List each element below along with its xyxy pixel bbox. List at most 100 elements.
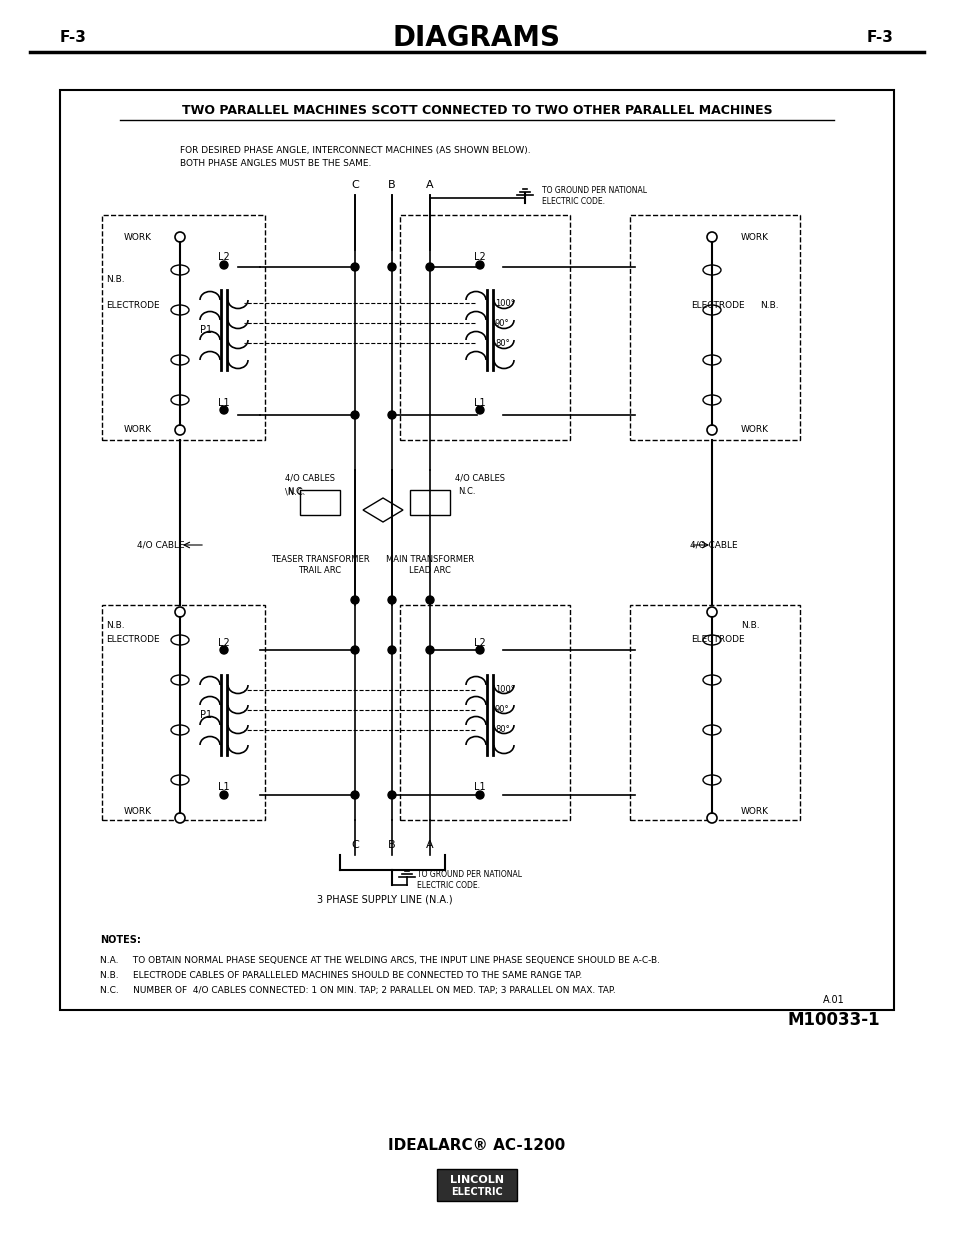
Ellipse shape — [171, 305, 189, 315]
Text: N.A.     TO OBTAIN NORMAL PHASE SEQUENCE AT THE WELDING ARCS, THE INPUT LINE PHA: N.A. TO OBTAIN NORMAL PHASE SEQUENCE AT … — [100, 956, 659, 965]
Text: A: A — [426, 840, 434, 850]
Text: TO GROUND PER NATIONAL
ELECTRIC CODE.: TO GROUND PER NATIONAL ELECTRIC CODE. — [541, 185, 646, 206]
Text: DIAGRAMS: DIAGRAMS — [393, 23, 560, 52]
Text: L2: L2 — [474, 638, 485, 648]
Text: IDEALARC® AC-1200: IDEALARC® AC-1200 — [388, 1137, 565, 1152]
Text: TWO PARALLEL MACHINES SCOTT CONNECTED TO TWO OTHER PARALLEL MACHINES: TWO PARALLEL MACHINES SCOTT CONNECTED TO… — [181, 104, 772, 116]
Circle shape — [174, 813, 185, 823]
Ellipse shape — [171, 776, 189, 785]
Text: L2: L2 — [218, 252, 230, 262]
Ellipse shape — [171, 676, 189, 685]
Text: TO GROUND PER NATIONAL
ELECTRIC CODE.: TO GROUND PER NATIONAL ELECTRIC CODE. — [417, 869, 522, 890]
Text: P1: P1 — [200, 710, 212, 720]
Text: F-3: F-3 — [60, 31, 87, 46]
Circle shape — [476, 406, 483, 414]
Ellipse shape — [702, 266, 720, 275]
Text: 4/O CABLE: 4/O CABLE — [137, 541, 185, 550]
Text: WORK: WORK — [740, 808, 768, 816]
Ellipse shape — [702, 395, 720, 405]
Text: A.01: A.01 — [822, 995, 844, 1005]
Text: 100°: 100° — [495, 299, 515, 308]
Bar — [102, 215, 265, 440]
Text: WORK: WORK — [124, 232, 152, 242]
Circle shape — [174, 232, 185, 242]
Text: MAIN TRANSFORMER
LEAD ARC: MAIN TRANSFORMER LEAD ARC — [386, 555, 474, 576]
Bar — [399, 605, 569, 820]
Text: C: C — [351, 840, 358, 850]
Circle shape — [426, 646, 434, 655]
Text: WORK: WORK — [124, 426, 152, 435]
Text: FOR DESIRED PHASE ANGLE, INTERCONNECT MACHINES (AS SHOWN BELOW).: FOR DESIRED PHASE ANGLE, INTERCONNECT MA… — [180, 146, 530, 154]
Text: L1: L1 — [218, 782, 230, 792]
Text: WORK: WORK — [740, 426, 768, 435]
Circle shape — [388, 263, 395, 270]
Text: N.B.: N.B. — [740, 620, 760, 630]
Circle shape — [706, 425, 717, 435]
Bar — [399, 215, 569, 440]
Text: 4/O CABLES: 4/O CABLES — [285, 473, 335, 483]
Circle shape — [476, 261, 483, 269]
Text: N.B.: N.B. — [106, 620, 125, 630]
Ellipse shape — [171, 635, 189, 645]
Text: NOTES:: NOTES: — [100, 935, 141, 945]
Circle shape — [388, 411, 395, 419]
Text: 80°: 80° — [495, 725, 509, 735]
Text: L1: L1 — [474, 782, 485, 792]
Circle shape — [220, 261, 228, 269]
Bar — [410, 490, 450, 515]
Circle shape — [426, 263, 434, 270]
Text: \N.C.: \N.C. — [285, 488, 305, 496]
Circle shape — [706, 606, 717, 618]
Ellipse shape — [702, 635, 720, 645]
Bar — [102, 605, 265, 820]
Text: L2: L2 — [218, 638, 230, 648]
Text: WORK: WORK — [124, 808, 152, 816]
Ellipse shape — [702, 776, 720, 785]
Circle shape — [351, 597, 358, 604]
Text: M10033-1: M10033-1 — [786, 1011, 879, 1029]
Circle shape — [388, 597, 395, 604]
Circle shape — [174, 425, 185, 435]
Text: N.B.: N.B. — [106, 275, 125, 284]
Text: 100°: 100° — [495, 685, 515, 694]
Text: 80°: 80° — [495, 338, 509, 347]
Text: LINCOLN: LINCOLN — [450, 1174, 503, 1186]
Circle shape — [388, 790, 395, 799]
Circle shape — [220, 406, 228, 414]
Circle shape — [351, 646, 358, 655]
Circle shape — [476, 646, 483, 655]
Text: N.B.: N.B. — [760, 300, 778, 310]
Text: ELECTRIC: ELECTRIC — [451, 1187, 502, 1197]
Bar — [60, 90, 893, 1010]
Ellipse shape — [171, 266, 189, 275]
Circle shape — [706, 813, 717, 823]
Text: 4/O CABLES: 4/O CABLES — [455, 473, 504, 483]
Polygon shape — [363, 498, 402, 522]
Ellipse shape — [702, 725, 720, 735]
Bar — [299, 490, 339, 515]
Text: 90°: 90° — [495, 705, 509, 715]
Bar — [629, 215, 800, 440]
Ellipse shape — [702, 305, 720, 315]
Circle shape — [220, 790, 228, 799]
Ellipse shape — [702, 354, 720, 366]
Circle shape — [388, 646, 395, 655]
Bar — [629, 605, 800, 820]
Circle shape — [351, 790, 358, 799]
Text: A: A — [426, 180, 434, 190]
Circle shape — [174, 606, 185, 618]
Text: L2: L2 — [474, 252, 485, 262]
Text: ELECTRODE: ELECTRODE — [106, 636, 159, 645]
Ellipse shape — [171, 725, 189, 735]
Circle shape — [351, 263, 358, 270]
Text: 4/O CABLE: 4/O CABLE — [689, 541, 737, 550]
Ellipse shape — [171, 354, 189, 366]
Ellipse shape — [171, 395, 189, 405]
Circle shape — [476, 790, 483, 799]
Circle shape — [351, 411, 358, 419]
Text: ELECTRODE: ELECTRODE — [691, 300, 744, 310]
Text: TEASER TRANSFORMER
TRAIL ARC: TEASER TRANSFORMER TRAIL ARC — [271, 555, 369, 576]
Ellipse shape — [702, 676, 720, 685]
Text: WORK: WORK — [740, 232, 768, 242]
Text: L1: L1 — [218, 398, 230, 408]
